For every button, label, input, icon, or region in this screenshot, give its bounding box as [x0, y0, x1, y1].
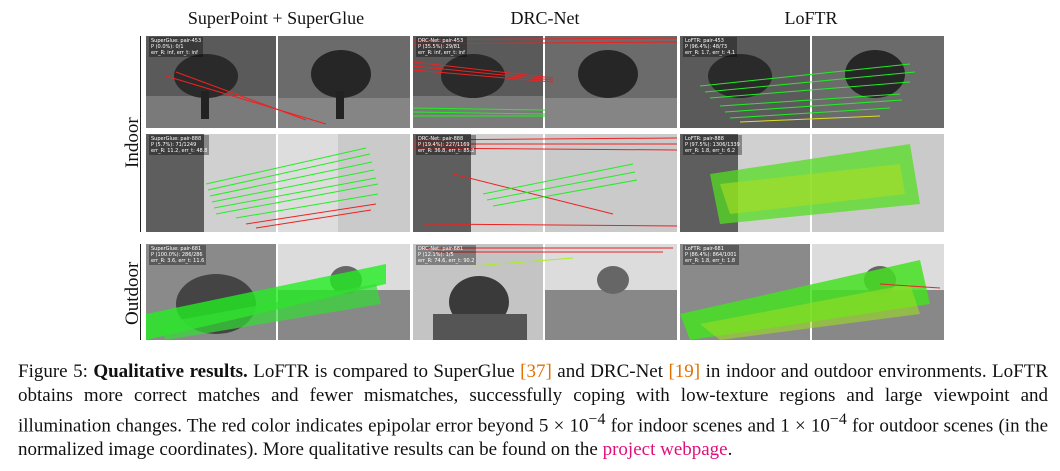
- overlay-line: P (100.0%): 286/286: [151, 252, 203, 258]
- row-divider-outdoor: [140, 244, 141, 340]
- panel-sg-rome-graphic: [146, 244, 410, 340]
- panel-loftr-door-graphic: [680, 134, 944, 232]
- overlay-sg-door: SuperGlue: pair-888 P (5.7%): 71/1249 er…: [149, 135, 210, 155]
- panel-drc-chair: DRC-Net: pair-453 P (35.5%): 29/81 err_R…: [413, 36, 677, 128]
- overlay-line: err_R: 11.2, err_t: 48.8: [151, 148, 208, 154]
- overlay-loftr-door: LoFTR: pair-888 P (97.5%): 1306/1339 err…: [683, 135, 742, 155]
- panel-drc-door: DRC-Net: pair-888 P (19.4%): 227/1169 er…: [413, 134, 677, 232]
- citation-link[interactable]: [37]: [520, 361, 552, 382]
- caption-exponent: −4: [588, 411, 606, 428]
- overlay-line: err_R: 74.6, err_t: 90.2: [418, 258, 475, 264]
- panel-loftr-chair: LoFTR: pair-453 P (96.4%): 48/73 err_R: …: [680, 36, 944, 128]
- caption-text: .: [727, 439, 733, 461]
- overlay-line: SuperGlue: pair-888: [151, 136, 202, 142]
- panel-loftr-chair-graphic: [680, 36, 944, 128]
- caption-text: and DRC-Net: [551, 361, 669, 382]
- column-title-superglue: SuperPoint + SuperGlue: [187, 8, 365, 28]
- overlay-line: err_R: 1.8, err_t: 6.2: [685, 148, 736, 154]
- overlay-line: LoFTR: pair-453: [685, 38, 724, 44]
- citation-link[interactable]: [19]: [668, 361, 701, 382]
- panel-drc-door-graphic: [413, 134, 677, 232]
- panel-drc-rome-graphic: [413, 244, 677, 340]
- panel-sg-rome: SuperGlue: pair-681 P (100.0%): 286/286 …: [146, 244, 410, 340]
- project-webpage-link[interactable]: project webpage: [602, 439, 728, 461]
- panel-sg-door: SuperGlue: pair-888 P (5.7%): 71/1249 er…: [146, 134, 410, 232]
- caption-prefix: Figure 5:: [18, 361, 94, 382]
- overlay-line: err_R: 3.6, err_t: 11.6: [151, 258, 205, 264]
- overlay-drc-rome: DRC-Net: pair-681 P (12.1%): 1/5 err_R: …: [416, 245, 477, 265]
- caption-text: in indoor and outdoor environments. LoFT…: [18, 361, 1048, 437]
- panel-sg-door-graphic: [146, 134, 410, 232]
- overlay-line: LoFTR: pair-681: [685, 246, 724, 252]
- panel-loftr-rome-graphic: [680, 244, 944, 340]
- overlay-line: err_R: inf, err_t: inf: [418, 50, 465, 56]
- overlay-line: DRC-Net: pair-453: [418, 38, 464, 44]
- caption-text: for outdoor scenes (in the normalized im…: [18, 415, 1048, 461]
- overlay-line: P (86.4%): 864/1001: [685, 252, 737, 258]
- overlay-line: P (5.7%): 71/1249: [151, 142, 197, 148]
- overlay-drc-door: DRC-Net: pair-888 P (19.4%): 227/1169 er…: [416, 135, 477, 155]
- overlay-sg-chair: SuperGlue: pair-453 P (0.0%): 0/1 err_R:…: [149, 37, 204, 57]
- overlay-line: P (97.5%): 1306/1339: [685, 142, 740, 148]
- overlay-line: P (12.1%): 1/5: [418, 252, 454, 258]
- overlay-line: err_R: 1.8, err_t: 1.8: [685, 258, 736, 264]
- overlay-loftr-chair: LoFTR: pair-453 P (96.4%): 48/73 err_R: …: [683, 37, 738, 57]
- caption-text: LoFTR is compared to SuperGlue: [247, 361, 521, 382]
- overlay-drc-chair: DRC-Net: pair-453 P (35.5%): 29/81 err_R…: [416, 37, 467, 57]
- overlay-line: P (96.4%): 48/73: [685, 44, 728, 50]
- panel-loftr-door: LoFTR: pair-888 P (97.5%): 1306/1339 err…: [680, 134, 944, 232]
- overlay-line: P (0.0%): 0/1: [151, 44, 184, 50]
- overlay-line: LoFTR: pair-888: [685, 136, 724, 142]
- overlay-sg-rome: SuperGlue: pair-681 P (100.0%): 286/286 …: [149, 245, 207, 265]
- overlay-line: err_R: 36.8, err_t: 85.2: [418, 148, 475, 154]
- overlay-line: DRC-Net: pair-681: [418, 246, 464, 252]
- caption-exponent: −4: [829, 411, 847, 428]
- column-title-loftr: LoFTR: [784, 8, 838, 28]
- row-divider-indoor: [140, 36, 141, 232]
- panel-drc-chair-graphic: [413, 36, 677, 128]
- panel-sg-chair-graphic: [146, 36, 410, 128]
- figure-caption: Figure 5: Qualitative results. LoFTR is …: [18, 360, 1048, 462]
- overlay-line: P (35.5%): 29/81: [418, 44, 461, 50]
- overlay-loftr-rome: LoFTR: pair-681 P (86.4%): 864/1001 err_…: [683, 245, 739, 265]
- overlay-line: SuperGlue: pair-681: [151, 246, 202, 252]
- caption-bold: Qualitative results.: [93, 361, 248, 382]
- overlay-line: err_R: 1.7, err_t: 4.1: [685, 50, 736, 56]
- panel-drc-rome: DRC-Net: pair-681 P (12.1%): 1/5 err_R: …: [413, 244, 677, 340]
- overlay-line: DRC-Net: pair-888: [418, 136, 464, 142]
- column-title-drcnet: DRC-Net: [510, 8, 580, 28]
- panel-loftr-rome: LoFTR: pair-681 P (86.4%): 864/1001 err_…: [680, 244, 944, 340]
- overlay-line: P (19.4%): 227/1169: [418, 142, 470, 148]
- caption-text: for indoor scenes and 1 × 10: [605, 415, 830, 437]
- overlay-line: err_R: inf, err_t: inf: [151, 50, 198, 56]
- overlay-line: SuperGlue: pair-453: [151, 38, 202, 44]
- panel-sg-chair: SuperGlue: pair-453 P (0.0%): 0/1 err_R:…: [146, 36, 410, 128]
